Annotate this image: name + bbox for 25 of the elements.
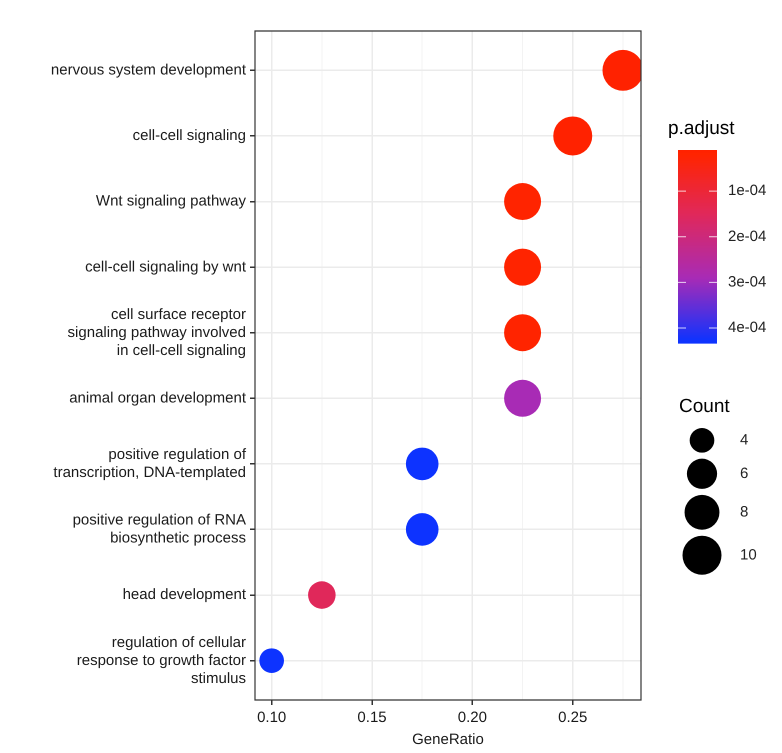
y-tick-label: nervous system development <box>50 61 247 78</box>
color-bar-label: 4e-04 <box>728 319 766 336</box>
y-tick-label: positive regulation of transcription, DNA-templated <box>53 446 247 482</box>
x-tick-label: 0.15 <box>357 709 387 726</box>
legend-label: 10 <box>740 546 757 564</box>
x-tick-label: 0.10 <box>257 709 286 726</box>
legend-label: 6 <box>740 464 748 482</box>
legend-label: 8 <box>740 503 748 520</box>
color-bar-label: 1e-04 <box>728 182 766 200</box>
legend-label: 4 <box>740 431 748 448</box>
y-tick-label: Wnt signaling pathway <box>96 192 246 210</box>
y-tick-label: positive regulation of RNA biosynthetic process <box>72 512 246 547</box>
y-tick-label: cell surface receptor signaling pathway involved in cell-cell signaling <box>68 306 246 359</box>
color-bar-label: 3e-04 <box>728 273 766 290</box>
y-tick-label: regulation of cellular response to growth factor stimulus <box>76 634 246 687</box>
color-bar-title: p.adjust <box>668 118 736 139</box>
y-tick-label: cell-cell signaling by wnt <box>85 258 247 276</box>
y-tick-label: head development <box>122 586 247 604</box>
color-bar-label: 2e-04 <box>728 228 766 245</box>
y-tick-label: animal organ development <box>69 389 247 406</box>
x-tick-label: 0.20 <box>458 709 487 726</box>
y-tick-label: cell-cell signaling <box>132 127 246 144</box>
x-axis-title: GeneRatio <box>412 731 484 748</box>
x-tick-label: 0.25 <box>558 709 588 726</box>
legend-title: Count <box>679 396 730 417</box>
